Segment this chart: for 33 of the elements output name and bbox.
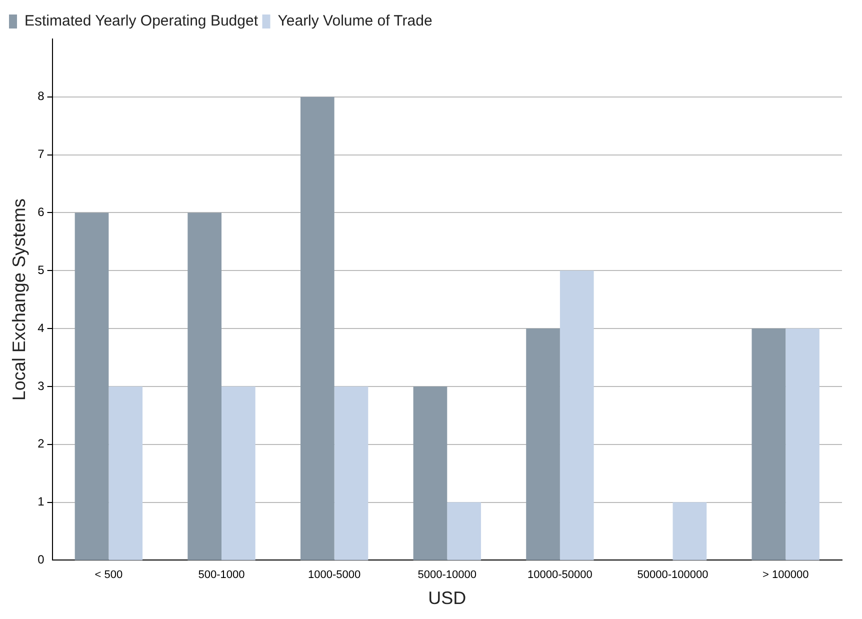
y-tick-label: 5 [38, 262, 45, 277]
y-tick-label: 3 [38, 378, 45, 393]
y-axis-title: Local Exchange Systems [8, 198, 29, 401]
y-tick-label: 1 [38, 494, 45, 509]
bar [74, 212, 109, 560]
x-axis-title: USD [428, 588, 466, 608]
y-tick-label: 2 [38, 436, 45, 451]
legend-label: Estimated Yearly Operating Budget [24, 12, 259, 30]
bar [786, 328, 820, 560]
bar [188, 212, 222, 560]
y-tick-label: 4 [38, 320, 45, 335]
x-tick-label: 5000-10000 [418, 568, 477, 581]
bar [222, 386, 256, 560]
y-tick-label: 8 [38, 89, 45, 104]
y-tick-label: 0 [38, 552, 45, 567]
bar [447, 502, 481, 560]
x-tick-label: 50000-100000 [637, 568, 708, 581]
bar [672, 502, 707, 560]
x-tick-label: < 500 [94, 568, 123, 581]
bar [300, 96, 334, 560]
bar [108, 386, 143, 560]
bar [334, 386, 368, 560]
x-tick-label: > 100000 [762, 568, 809, 581]
bar [526, 328, 560, 560]
bar [560, 270, 594, 560]
legend-label: Yearly Volume of Trade [278, 12, 432, 30]
bar [752, 328, 786, 560]
y-tick-label: 7 [38, 147, 45, 162]
x-tick-label: 500-1000 [198, 568, 245, 581]
bar [413, 386, 448, 560]
x-tick-label: 10000-50000 [528, 568, 592, 581]
x-tick-label: 1000-5000 [308, 568, 361, 581]
y-tick-label: 6 [38, 205, 45, 220]
